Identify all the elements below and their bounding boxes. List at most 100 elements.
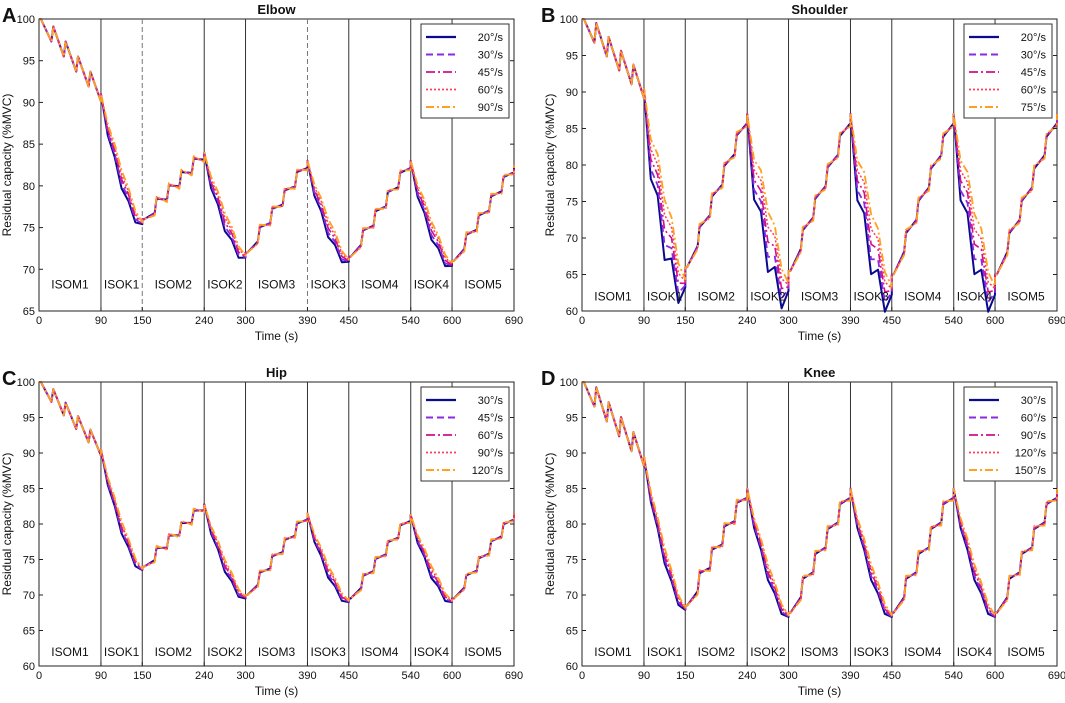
panel-letter: A	[2, 5, 16, 27]
y-tick-label: 60	[566, 661, 578, 673]
legend-label: 150°/s	[1015, 465, 1047, 477]
y-tick-label: 75	[566, 197, 578, 209]
y-tick-label: 75	[566, 555, 578, 567]
y-tick-label: 85	[23, 484, 35, 496]
x-tick-label: 90	[95, 315, 107, 327]
phase-label: ISOM5	[464, 645, 502, 659]
legend-label: 75°/s	[1021, 102, 1047, 114]
x-tick-label: 390	[841, 315, 859, 327]
y-axis-label: Residual capacity (%MVC)	[543, 94, 557, 237]
y-tick-label: 95	[23, 413, 35, 425]
phase-label: ISOM1	[594, 289, 632, 303]
y-tick-label: 80	[566, 519, 578, 531]
y-tick-label: 95	[23, 56, 35, 68]
panel-letter: B	[541, 5, 555, 27]
y-tick-label: 85	[23, 139, 35, 151]
x-tick-label: 450	[883, 315, 901, 327]
x-tick-label: 0	[579, 315, 585, 327]
phase-label: ISOK3	[853, 289, 889, 303]
x-tick-label: 240	[195, 315, 213, 327]
x-tick-label: 390	[298, 670, 316, 682]
phase-label: ISOM5	[1007, 645, 1045, 659]
phase-label: ISOM2	[155, 277, 193, 291]
x-tick-label: 600	[443, 670, 461, 682]
legend-box	[963, 386, 1053, 482]
chart-title: Knee	[804, 365, 836, 380]
y-axis-label: Residual capacity (%MVC)	[543, 453, 557, 596]
legend-label: 90°/s	[478, 448, 504, 460]
phase-label: ISOK2	[207, 645, 243, 659]
legend-label: 120°/s	[1015, 448, 1047, 460]
x-tick-label: 450	[883, 670, 901, 682]
y-tick-label: 85	[566, 484, 578, 496]
y-tick-label: 100	[17, 14, 35, 26]
x-tick-label: 390	[841, 670, 859, 682]
legend-box	[420, 23, 510, 119]
phase-label: ISOM1	[51, 645, 89, 659]
phase-label: ISOK1	[647, 289, 683, 303]
phase-label: ISOM2	[698, 289, 736, 303]
legend-label: 20°/s	[478, 32, 504, 44]
panel-letter: C	[2, 368, 16, 390]
y-tick-label: 85	[566, 124, 578, 136]
legend-label: 90°/s	[1021, 430, 1047, 442]
y-tick-label: 65	[566, 626, 578, 638]
phase-label: ISOM3	[258, 277, 296, 291]
phase-label: ISOM5	[464, 277, 502, 291]
legend-label: 30°/s	[1021, 395, 1047, 407]
x-axis-label: Time (s)	[255, 684, 299, 698]
x-tick-label: 300	[779, 315, 797, 327]
y-tick-label: 100	[560, 377, 578, 389]
phase-label: ISOM4	[904, 289, 942, 303]
x-tick-label: 0	[36, 315, 42, 327]
y-tick-label: 90	[566, 448, 578, 460]
y-tick-label: 100	[560, 14, 578, 26]
x-tick-label: 690	[505, 670, 523, 682]
y-tick-label: 95	[566, 51, 578, 63]
x-tick-label: 90	[638, 670, 650, 682]
legend-label: 60°/s	[1021, 413, 1047, 425]
y-tick-label: 75	[23, 555, 35, 567]
phase-label: ISOM1	[51, 277, 89, 291]
x-tick-label: 90	[638, 315, 650, 327]
x-tick-label: 450	[340, 670, 358, 682]
series-line-4	[39, 381, 515, 602]
phase-label: ISOM4	[904, 645, 942, 659]
y-tick-label: 60	[566, 306, 578, 318]
legend-box	[420, 386, 510, 482]
x-tick-label: 240	[738, 670, 756, 682]
phase-label: ISOM4	[361, 277, 399, 291]
chart-title: Hip	[266, 365, 287, 380]
legend: 20°/s 30°/s 45°/s 60°/s 90°/s	[420, 23, 510, 119]
y-tick-label: 90	[23, 448, 35, 460]
legend-label: 45°/s	[478, 67, 504, 79]
x-tick-label: 540	[402, 315, 420, 327]
phase-label: ISOK1	[104, 645, 140, 659]
y-tick-label: 80	[23, 181, 35, 193]
x-tick-label: 690	[505, 315, 523, 327]
phase-label: ISOM5	[1007, 289, 1045, 303]
x-tick-label: 390	[298, 315, 316, 327]
x-tick-label: 540	[945, 315, 963, 327]
legend-label: 120°/s	[472, 465, 504, 477]
y-tick-label: 80	[566, 160, 578, 172]
legend-label: 60°/s	[478, 85, 504, 97]
x-tick-label: 540	[945, 670, 963, 682]
x-tick-label: 240	[738, 315, 756, 327]
phase-label: ISOK4	[957, 289, 993, 303]
series-line-5	[582, 18, 1058, 288]
x-tick-label: 690	[1048, 670, 1065, 682]
phase-label: ISOK1	[647, 645, 683, 659]
panel-c: C Hip ISOM1 ISOK1 ISOM2 ISOK2 ISOM3 ISOK3 ISOM4 I…	[0, 365, 523, 698]
x-tick-label: 450	[340, 315, 358, 327]
phase-label: ISOK3	[310, 277, 346, 291]
phase-label: ISOM3	[801, 289, 839, 303]
x-tick-label: 150	[676, 315, 694, 327]
y-tick-label: 80	[23, 519, 35, 531]
x-tick-label: 300	[236, 670, 254, 682]
legend: 30°/s 45°/s 60°/s 90°/s 120°/s	[420, 386, 510, 482]
x-axis-label: Time (s)	[798, 329, 842, 343]
x-tick-label: 150	[676, 670, 694, 682]
x-tick-label: 0	[36, 670, 42, 682]
